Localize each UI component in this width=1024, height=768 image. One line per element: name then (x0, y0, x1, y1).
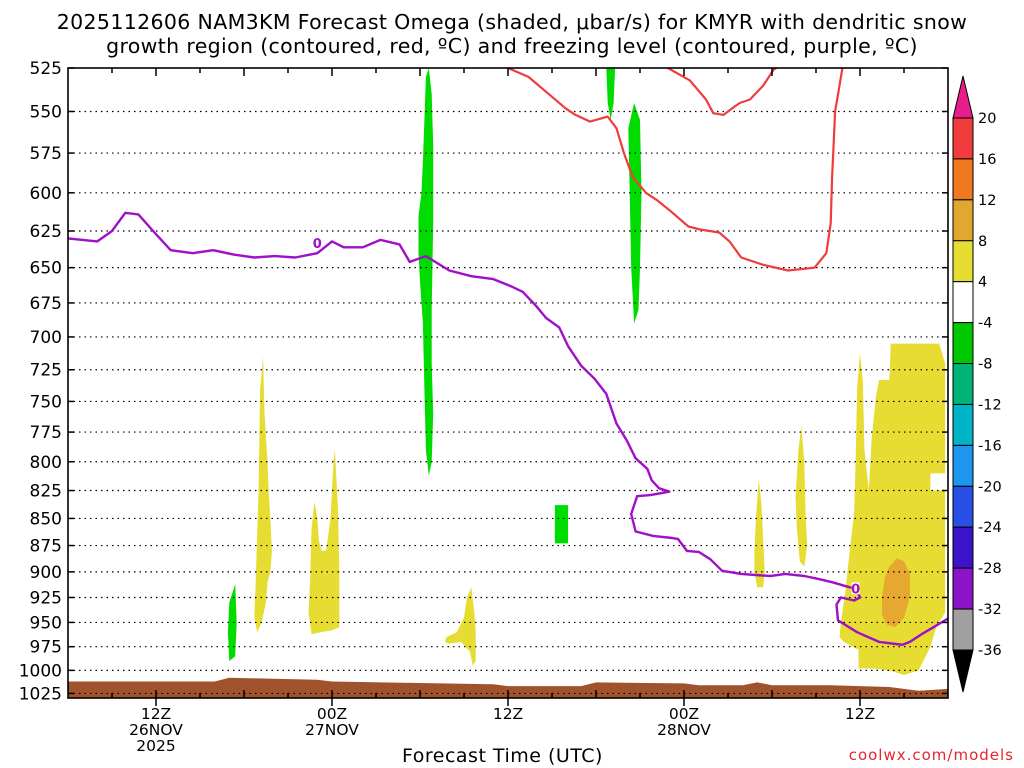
y-tick-label-775: 775 (30, 423, 62, 443)
x-tick-label-1-0: 00Z (317, 705, 347, 723)
x-tick-label-3-1: 28NOV (657, 721, 711, 739)
colorbar-top-arrow (952, 75, 974, 119)
omega-region-0 (418, 68, 434, 476)
colorbar-label-12: -32 (978, 602, 1002, 618)
colorbar-label-1: 16 (978, 152, 996, 168)
dendritic-growth-contour (507, 68, 844, 272)
omega-region-7 (444, 587, 476, 666)
y-tick-label-675: 675 (30, 294, 62, 314)
freezing-label-bg-0 (313, 236, 322, 249)
y-tick-label-825: 825 (30, 482, 62, 502)
colorbar-bottom-arrow (952, 649, 974, 693)
y-tick-label-650: 650 (30, 259, 62, 279)
y-tick-label-850: 850 (30, 509, 62, 529)
contour-layer: 00 (68, 68, 948, 646)
omega-region-5 (254, 356, 272, 633)
colorbar-label-9: -20 (978, 479, 1002, 495)
colorbar-label-6: -8 (978, 357, 992, 373)
x-tick-label-0-1: 26NOV (129, 721, 183, 739)
colorbar-label-3: 8 (978, 234, 987, 250)
colorbar-swatch-8 (952, 444, 974, 487)
colorbar-label-8: -16 (978, 438, 1002, 454)
x-tick-label-0-0: 12Z (141, 705, 171, 723)
omega-shading-layer (227, 68, 946, 675)
omega-region-3 (554, 505, 569, 544)
colorbar-label-10: -24 (978, 520, 1002, 536)
omega-region-8 (754, 479, 765, 588)
omega-region-2 (628, 103, 642, 324)
colorbar-swatch-6 (952, 363, 974, 405)
omega-region-4 (227, 584, 237, 661)
freezing-level-contour (68, 211, 948, 646)
credit-link[interactable]: coolwx.com/models (848, 746, 1014, 764)
colorbar-swatch-3 (952, 240, 974, 283)
y-tick-label-550: 550 (30, 102, 62, 122)
colorbar-label-4: 4 (978, 275, 987, 291)
y-tick-label-725: 725 (30, 361, 62, 381)
y-tick-label-1000: 1000 (19, 661, 62, 681)
axes-layer: 525 550 575 600 625 650 675 700 725 750 775 800 825 8… (19, 59, 949, 755)
colorbar-label-13: -36 (978, 643, 1002, 659)
colorbar-swatch-12 (952, 608, 974, 651)
colorbar-label-11: -28 (978, 561, 1002, 577)
freezing-label-bg-1 (851, 582, 860, 595)
omega-region-10 (839, 343, 946, 675)
omega-region-6 (308, 450, 340, 635)
plot-frame (67, 67, 949, 699)
freezing-contour-label-0: 0 (313, 237, 322, 252)
y-tick-label-625: 625 (30, 222, 62, 242)
x-tick-label-3-0: 00Z (669, 705, 699, 723)
omega-region-9 (795, 426, 808, 567)
y-tick-label-925: 925 (30, 588, 62, 608)
colorbar-swatch-1 (952, 158, 974, 201)
colorbar-swatch-7 (952, 403, 974, 446)
x-tick-label-0-2: 2025 (136, 737, 175, 755)
colorbar: 20 16 12 8 4 -4 -8 -12 -16 -20 -24 -28 -32 -36 (952, 75, 1002, 693)
colorbar-swatch-9 (952, 485, 974, 528)
y-tick-label-750: 750 (30, 392, 62, 412)
y-tick-label-875: 875 (30, 537, 62, 557)
x-tick-label-4-0: 12Z (845, 705, 875, 723)
y-tick-label-950: 950 (30, 613, 62, 633)
freezing-contour-label-1: 0 (851, 582, 860, 597)
colorbar-swatch-2 (952, 199, 974, 242)
colorbar-label-0: 20 (978, 111, 996, 127)
colorbar-swatch-4 (952, 281, 974, 324)
colorbar-label-5: -4 (978, 316, 992, 332)
grid-layer (68, 110, 948, 695)
colorbar-label-2: 12 (978, 193, 996, 209)
colorbar-swatch-10 (952, 526, 974, 569)
colorbar-swatch-0 (952, 117, 974, 160)
dendritic-growth-contour-2 (667, 68, 777, 117)
omega-region-11 (882, 558, 910, 628)
y-tick-label-975: 975 (30, 638, 62, 658)
y-tick-label-575: 575 (30, 144, 62, 164)
y-tick-label-1025: 1025 (19, 684, 62, 704)
colorbar-label-7: -12 (978, 397, 1002, 413)
chart-title-line-1: 2025112606 NAM3KM Forecast Omega (shaded… (56, 10, 968, 34)
chart-title-line-2: growth region (contoured, red, ºC) and f… (106, 34, 918, 58)
y-tick-label-600: 600 (30, 184, 62, 204)
y-tick-label-800: 800 (30, 453, 62, 473)
omega-region-1 (606, 68, 616, 120)
x-tick-label-1-1: 27NOV (305, 721, 359, 739)
x-tick-label-2-0: 12Z (493, 705, 523, 723)
y-tick-label-525: 525 (30, 59, 62, 79)
colorbar-swatch-5 (952, 322, 974, 365)
y-tick-label-900: 900 (30, 563, 62, 583)
colorbar-swatch-11 (952, 567, 974, 610)
y-tick-label-700: 700 (30, 328, 62, 348)
x-axis-label: Forecast Time (UTC) (402, 745, 603, 767)
